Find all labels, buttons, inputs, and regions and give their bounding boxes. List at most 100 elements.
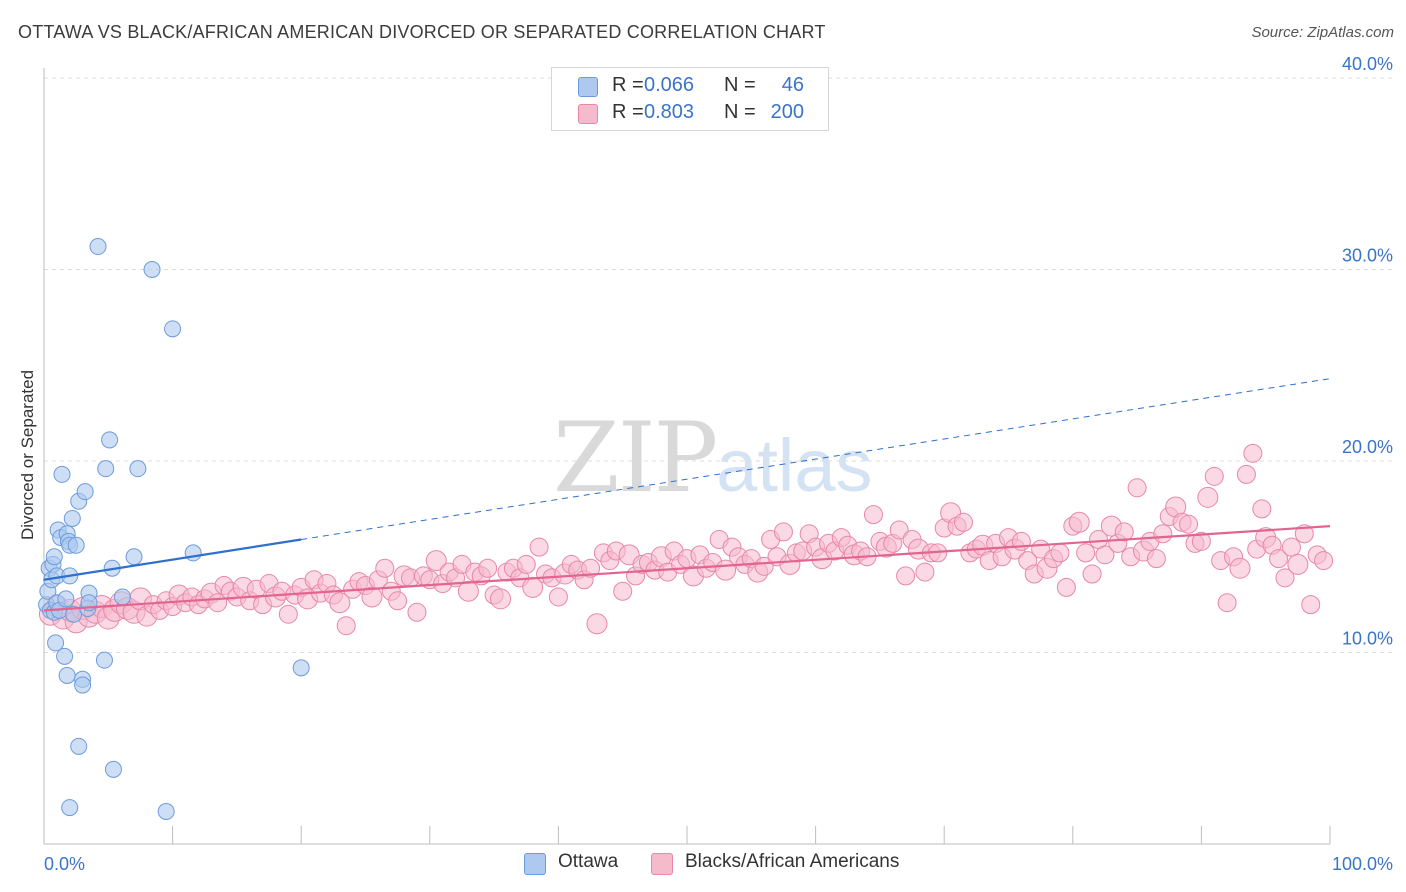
data-point-black <box>1294 524 1314 544</box>
data-point-black <box>1236 464 1256 484</box>
data-point-black <box>1068 511 1090 533</box>
legend-n-label: N = <box>724 74 756 96</box>
data-point-black <box>407 602 427 622</box>
y-axis-title: Divorced or Separated <box>18 369 37 541</box>
data-point-black <box>425 550 447 572</box>
data-point-black <box>457 580 479 602</box>
data-point-black <box>581 558 601 578</box>
data-point-ottawa <box>129 460 147 478</box>
data-point-black <box>336 616 356 636</box>
legend-swatch-ottawa <box>578 77 598 97</box>
tick-label-layer: 10.0% 20.0% 30.0% 40.0% 0.0% 100.0% <box>44 54 1393 874</box>
data-point-ottawa <box>143 261 161 278</box>
trendline-ottawa-solid <box>43 538 302 581</box>
chart-title: OTTAWA VS BLACK/AFRICAN AMERICAN DIVORCE… <box>18 22 826 42</box>
data-point-black <box>1204 466 1224 486</box>
data-point-black <box>1191 531 1211 551</box>
trend-layer <box>43 378 1331 612</box>
legend-n-label: N = <box>724 101 756 123</box>
data-point-black <box>490 588 512 610</box>
data-point-ottawa <box>53 465 71 483</box>
data-point-black <box>278 604 298 624</box>
data-point-black <box>863 505 883 525</box>
data-point-black <box>1153 524 1173 544</box>
legend-r-label: R = <box>612 74 644 96</box>
data-point-black <box>548 587 568 607</box>
legend-n-value: 200 <box>770 101 804 123</box>
y-tick-label: 30.0% <box>1342 246 1393 266</box>
y-tick-label: 20.0% <box>1342 437 1393 457</box>
legend-swatch-ottawa <box>524 853 546 875</box>
data-point-ottawa <box>45 548 63 566</box>
data-point-black <box>1114 522 1134 542</box>
legend-swatch-black <box>651 853 673 875</box>
data-point-black <box>1243 443 1263 463</box>
data-point-black <box>1050 543 1070 563</box>
data-point-black <box>1287 553 1309 575</box>
stats-legend: R = 0.066 N = 46 R = 0.803 N = 200 <box>551 67 829 131</box>
data-point-black <box>1082 564 1102 584</box>
data-point-black <box>1229 557 1251 579</box>
data-point-black <box>773 522 793 542</box>
x-tick-label: 0.0% <box>44 854 85 874</box>
data-point-black <box>388 591 408 611</box>
data-point-black <box>1269 549 1289 569</box>
data-point-black <box>1056 577 1076 597</box>
data-point-ottawa <box>97 460 115 478</box>
data-point-ottawa <box>157 802 175 820</box>
axis-layer <box>43 68 1331 845</box>
data-point-ottawa <box>113 588 131 606</box>
data-point-black <box>613 581 633 601</box>
data-point-ottawa <box>57 590 75 608</box>
data-point-ottawa <box>74 676 92 694</box>
data-point-ottawa <box>76 483 94 501</box>
watermark-zip: ZIP <box>553 402 718 514</box>
data-point-black <box>915 562 935 582</box>
watermark: ZIPatlas <box>553 402 873 514</box>
data-point-black <box>889 520 909 540</box>
data-point-ottawa <box>70 737 88 755</box>
data-point-black <box>375 558 395 578</box>
data-point-ottawa <box>63 509 81 527</box>
data-point-black <box>1275 568 1295 588</box>
source-text: Source: ZipAtlas.com <box>1251 24 1394 41</box>
data-point-ottawa <box>61 799 79 817</box>
data-point-black <box>1146 549 1166 569</box>
data-point-ottawa <box>56 647 74 665</box>
y-tick-label: 40.0% <box>1342 54 1393 74</box>
data-point-ottawa <box>47 634 65 652</box>
data-point-black <box>478 558 498 578</box>
data-point-ottawa <box>101 431 119 449</box>
data-point-black <box>953 512 973 532</box>
data-point-black <box>1127 478 1147 498</box>
data-point-ottawa <box>67 536 85 554</box>
legend-r-value: 0.803 <box>644 101 695 123</box>
data-point-ottawa <box>89 238 107 256</box>
y-tick-label: 10.0% <box>1342 629 1393 649</box>
data-point-black <box>1179 514 1199 534</box>
data-point-black <box>896 566 916 586</box>
data-point-black <box>516 554 536 574</box>
data-point-black <box>1252 499 1272 519</box>
data-point-ottawa <box>104 760 122 778</box>
data-point-black <box>1301 595 1321 615</box>
data-point-black <box>1281 537 1301 557</box>
data-point-black <box>586 613 608 635</box>
data-point-black <box>1314 551 1334 571</box>
legend-r-value: 0.066 <box>644 74 695 96</box>
data-point-ottawa <box>58 666 76 684</box>
data-point-ottawa <box>164 320 182 338</box>
x-tick-label: 100.0% <box>1332 854 1393 874</box>
data-point-black <box>1217 593 1237 613</box>
data-point-black <box>529 537 549 557</box>
legend-label-ottawa: Ottawa <box>558 851 619 872</box>
data-point-black <box>1076 543 1096 563</box>
series-ottawa-points <box>38 238 310 820</box>
legend-label-black: Blacks/African Americans <box>685 851 900 872</box>
legend-n-value: 46 <box>781 74 804 96</box>
data-point-ottawa <box>292 659 310 677</box>
trendline-black <box>43 525 1331 612</box>
data-point-black <box>1095 545 1115 565</box>
watermark-atlas: atlas <box>716 424 873 507</box>
